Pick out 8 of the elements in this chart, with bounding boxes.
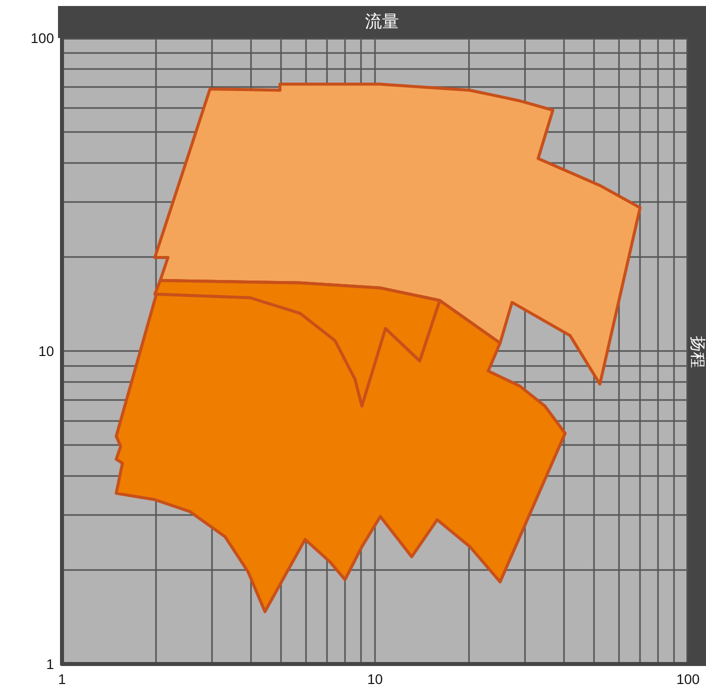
y-tick-label: 100 [30,30,54,46]
y-tick-label: 1 [46,656,54,672]
y-axis-title: 扬程 [688,336,706,368]
x-tick-label: 1 [58,671,66,687]
x-tick-label: 100 [676,671,700,687]
y-tick-label: 10 [38,343,54,359]
x-axis-title: 流量 [58,6,706,38]
x-tick-label: 10 [367,671,383,687]
